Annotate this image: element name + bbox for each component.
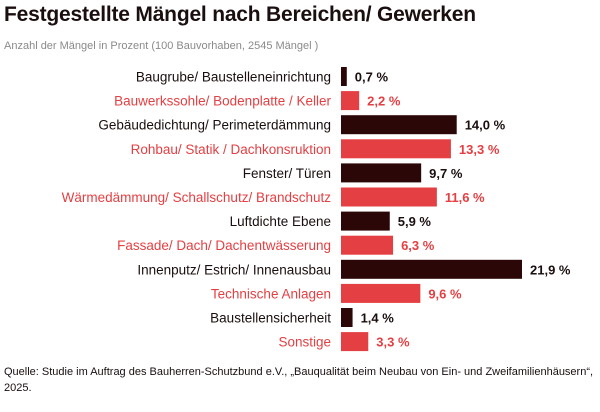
value-label: 0,7 % bbox=[355, 70, 389, 85]
source-note: Quelle: Studie im Auftrag des Bauherren-… bbox=[4, 366, 594, 394]
category-label: Wärmedämmung/ Schallschutz/ Brandschutz bbox=[62, 190, 332, 205]
category-label: Luftdichte Ebene bbox=[230, 214, 331, 229]
value-label: 9,7 % bbox=[429, 166, 463, 181]
value-label: 9,6 % bbox=[428, 286, 462, 301]
bar bbox=[341, 308, 353, 327]
value-label: 11,6 % bbox=[445, 190, 485, 205]
category-label: Bauwerkssohle/ Bodenplatte / Keller bbox=[114, 94, 331, 109]
bar bbox=[341, 115, 457, 135]
category-label: Gebäudedichtung/ Perimeterdämmung bbox=[98, 118, 331, 133]
bar bbox=[341, 211, 390, 231]
bar bbox=[341, 139, 451, 159]
bar bbox=[341, 332, 369, 352]
value-label: 21,9 % bbox=[530, 262, 571, 277]
value-label: 3,3 % bbox=[376, 335, 410, 350]
value-label: 1,4 % bbox=[361, 311, 395, 326]
category-label: Innenputz/ Estrich/ Innenausbau bbox=[137, 262, 331, 277]
bar bbox=[341, 187, 437, 207]
category-label: Sonstige bbox=[278, 335, 331, 350]
chart-subtitle: Anzahl der Mängel in Prozent (100 Bauvor… bbox=[4, 40, 319, 52]
bar bbox=[341, 259, 522, 279]
category-label: Technische Anlagen bbox=[211, 286, 331, 301]
bar bbox=[341, 283, 421, 303]
bar bbox=[341, 91, 360, 111]
value-label: 5,9 % bbox=[398, 214, 432, 229]
value-label: 13,3 % bbox=[459, 142, 500, 157]
value-label: 6,3 % bbox=[401, 238, 435, 253]
bar bbox=[341, 67, 347, 86]
value-label: 2,2 % bbox=[367, 94, 401, 109]
category-label: Fenster/ Türen bbox=[243, 166, 331, 181]
value-label: 14,0 % bbox=[465, 118, 506, 133]
bar bbox=[341, 235, 394, 255]
category-label: Baugrube/ Baustelleneinrichtung bbox=[136, 70, 331, 85]
chart-title: Festgestellte Mängel nach Bereichen/ Gew… bbox=[4, 3, 476, 26]
category-label: Fassade/ Dach/ Dachentwässerung bbox=[117, 238, 331, 253]
category-label: Baustellensicherheit bbox=[210, 311, 331, 326]
category-label: Rohbau/ Statik / Dachkonsruktion bbox=[131, 142, 331, 157]
bar bbox=[341, 163, 422, 183]
